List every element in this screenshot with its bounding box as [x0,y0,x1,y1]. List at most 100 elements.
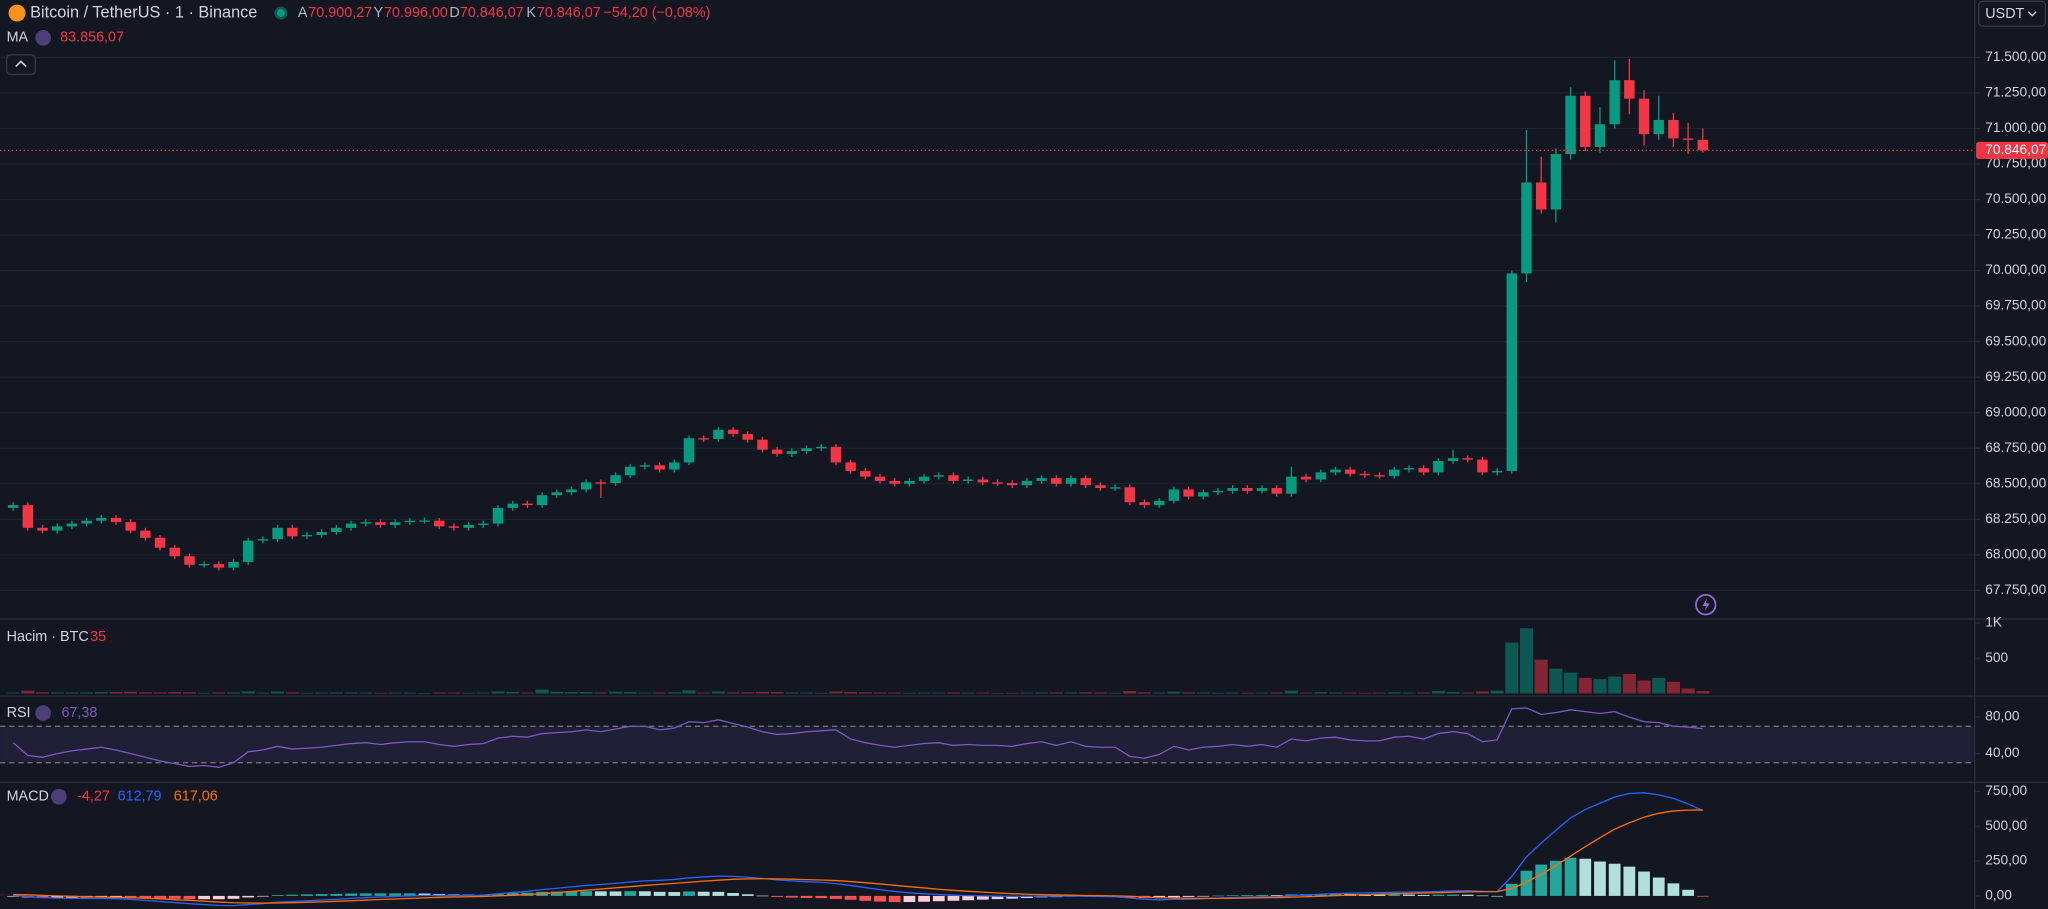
rsi-line [12,707,1703,768]
candle-body [1271,488,1282,494]
macd-histogram-bar [727,892,739,896]
symbol-title: Bitcoin / TetherUS · 1 · Binance [30,3,257,21]
volume-bar [991,692,1005,694]
macd-histogram-bar [830,895,842,899]
volume-bar [1167,691,1181,694]
macd-histogram-bar [565,891,578,896]
candle-body [1506,273,1518,471]
macd-histogram-bar [991,895,1004,900]
macd-histogram-bar [1388,894,1401,896]
collapse-button[interactable] [5,54,36,76]
macd-histogram-bar [1226,895,1239,896]
candle-body [22,505,34,528]
candle-body [992,482,1003,484]
alert-icon[interactable] [1695,594,1717,616]
indicator-value: 83.856,07 [60,30,124,46]
macd-histogram-bar [624,891,637,896]
volume-bar [462,692,476,694]
macd-histogram-bar [212,895,225,900]
macd-line-current: 612,79 [118,788,162,804]
volume-bar [1358,692,1372,694]
volume-bar [1593,679,1607,694]
candle-body [169,547,180,557]
candle-body [1095,485,1106,489]
candle-body [1212,490,1224,493]
ohlc-value: 70.996,00 [384,5,448,21]
currency-arrow [2027,11,2037,17]
candle-body [51,526,63,531]
volume-bar [1637,680,1651,694]
y-tick-label: 1K [1985,615,2002,630]
y-tick-label: 71.000,00 [1985,120,2046,135]
market-status-dot [276,9,285,17]
candle-body [683,438,695,463]
candle-body [198,564,210,566]
volume-bar [285,692,299,694]
macd-histogram-bar [1535,864,1548,896]
volume-bar [153,692,167,694]
rsi-band-fill [0,726,1975,763]
volume-bar [1578,677,1592,694]
ohlc-value: 70.846,07 [537,5,601,21]
currency-label: USDT [1985,6,2024,22]
volume-bar [829,691,843,694]
macd-histogram-bar [110,895,122,898]
candle-body [1124,487,1136,503]
volume-current: 35 [90,629,106,645]
y-tick-label: 69.250,00 [1985,369,2046,384]
candle-body [1565,95,1576,155]
volume-bar [1417,692,1431,694]
volume-bar [476,692,490,694]
candle-body [1344,469,1356,474]
macd-histogram-bar [506,892,519,896]
ohlc-label: D [449,5,459,21]
last-price-box [1976,141,2048,159]
macd-histogram-bar [1579,858,1592,896]
candle-body [1638,98,1650,135]
candle-body [242,540,254,562]
macd-histogram-bar [1491,895,1503,897]
candle-body [874,476,886,481]
candle-body [801,448,812,452]
volume-bar [1608,676,1622,694]
candle-body [1653,119,1664,135]
volume-bar [844,691,858,694]
volume-bar [653,692,667,694]
macd-histogram-bar [345,893,357,896]
candle-body [639,465,651,467]
volume-bar [80,692,94,694]
y-tick-label: 500 [1985,650,2008,665]
candle-body [1535,182,1547,210]
currency-button[interactable] [1978,0,2046,27]
volume-bar [932,692,946,694]
volume-bar [1255,692,1269,694]
volume-bar [1182,692,1196,694]
candle-body [654,465,665,470]
macd-histogram-current: -4,27 [77,788,110,804]
volume-bar [594,692,608,694]
macd-line [13,792,1704,907]
ohlc-value: 70.900,27 [308,5,372,21]
symbol-icon [8,4,26,22]
candle-body [433,520,445,527]
macd-histogram-bar [639,891,651,896]
candle-body [962,479,974,481]
macd-histogram-bar [1667,883,1680,896]
macd-histogram-bar [815,895,828,899]
macd-histogram-bar [874,895,886,902]
macd-histogram-bar [168,895,181,899]
macd-histogram-bar [492,893,504,896]
macd-histogram-bar [1006,895,1019,899]
candle-body [360,522,371,524]
macd-histogram-bar [1182,895,1195,897]
macd-histogram-bar [1461,894,1474,896]
volume-bar [1035,692,1049,694]
volume-bar [1152,692,1166,694]
candle-body [140,530,151,538]
volume-bar [902,692,916,694]
candle-body [1065,478,1077,484]
alert-bolt [1702,598,1710,612]
candle-body [389,522,401,525]
volume-bar [1270,692,1284,694]
macd-histogram-bar [227,895,240,899]
